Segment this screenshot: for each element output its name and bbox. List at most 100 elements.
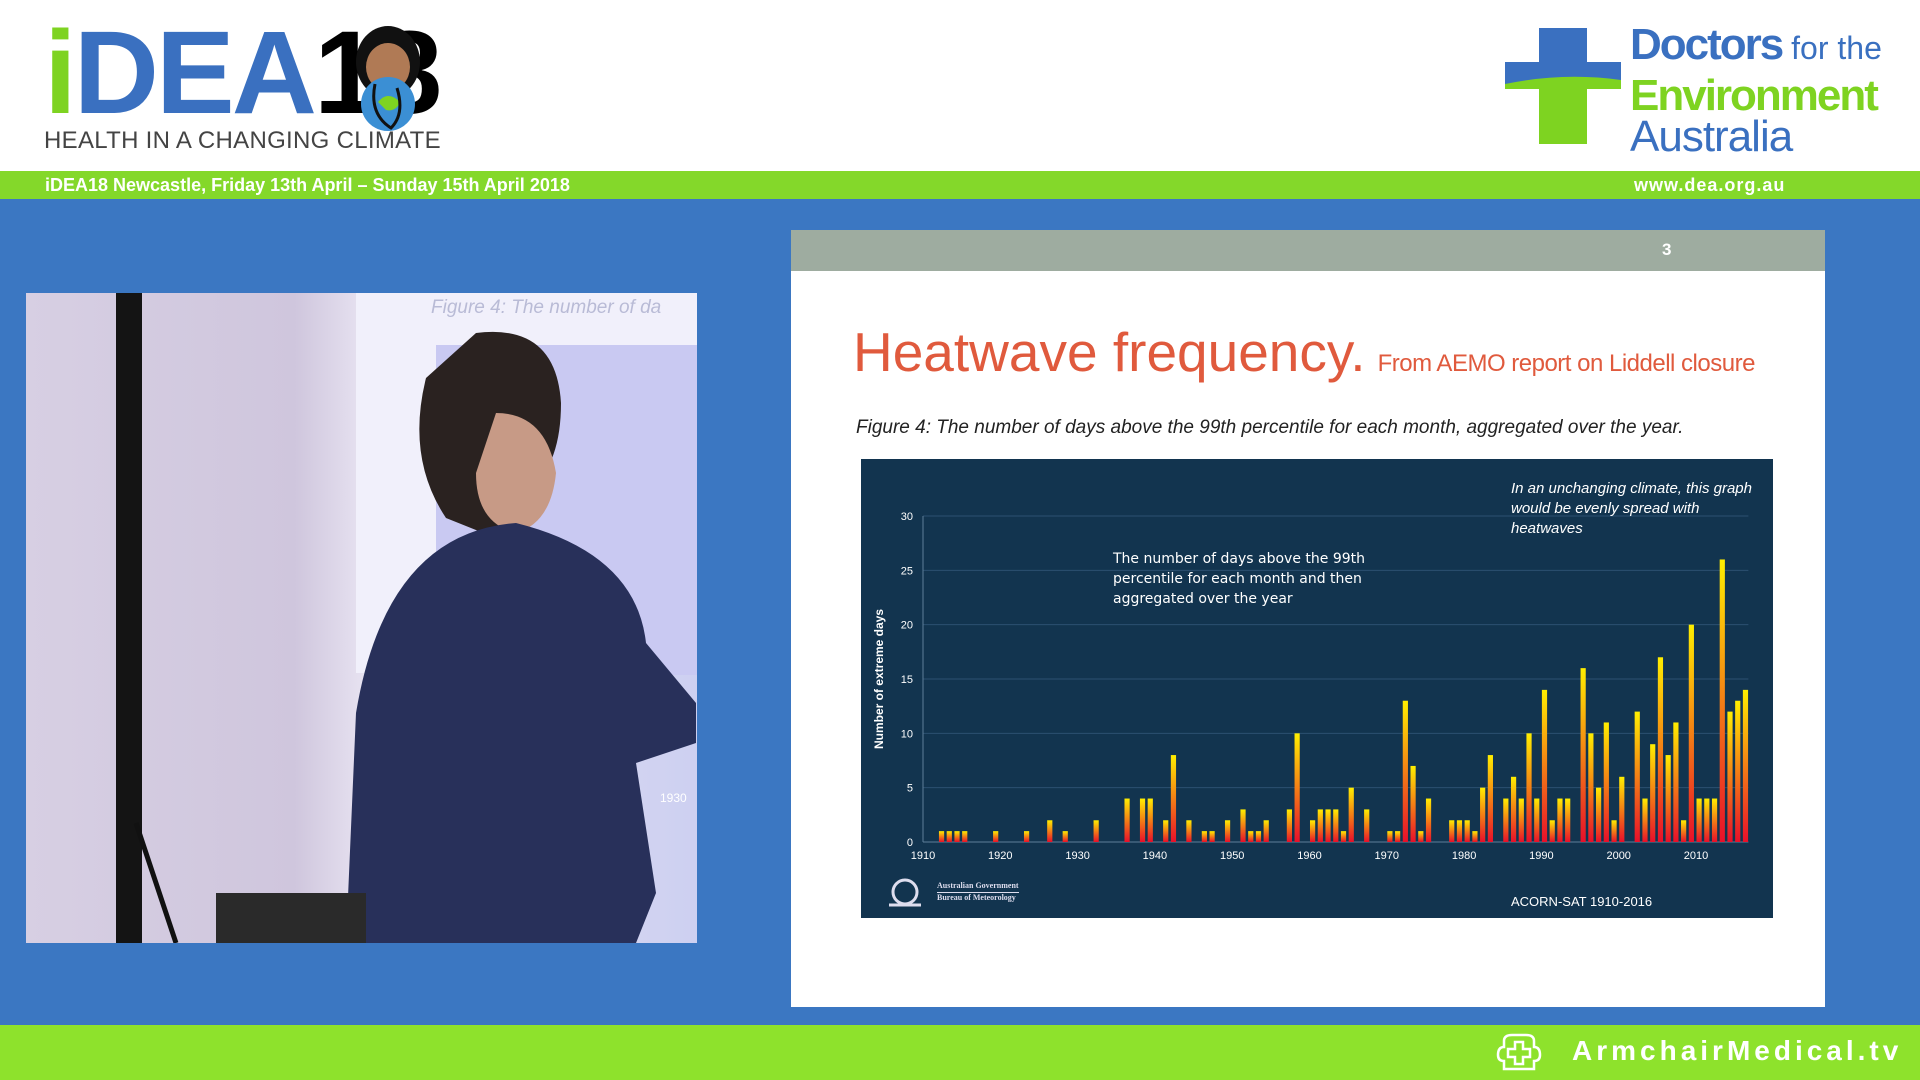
bar: [1410, 765, 1416, 842]
bar: [1565, 798, 1571, 842]
bar: [1425, 798, 1432, 842]
bar: [1170, 755, 1177, 842]
bar: [1688, 624, 1694, 842]
bar: [1634, 711, 1640, 842]
figure-caption: Figure 4: The number of days above the 9…: [856, 417, 1684, 438]
x-tick-label: 1940: [1143, 850, 1167, 862]
footer-brand: ArmchairMedical.tv: [1572, 1035, 1903, 1066]
bar: [1735, 700, 1741, 842]
bom-logo: Australian Government Bureau of Meteorol…: [883, 875, 1033, 909]
bar: [1549, 820, 1555, 842]
medical-cross-icon: [1505, 28, 1621, 144]
bar: [1580, 668, 1586, 842]
bar: [946, 831, 952, 842]
bar: [1317, 809, 1323, 842]
bar: [1588, 733, 1594, 842]
logo-dea: DEA: [73, 7, 317, 139]
y-tick-label: 20: [901, 620, 913, 632]
bar: [1665, 755, 1671, 842]
x-tick-label: 1930: [1065, 850, 1089, 862]
bar: [1023, 831, 1030, 842]
bar: [1348, 787, 1354, 842]
bar: [1464, 820, 1470, 842]
x-tick-label: 2010: [1684, 850, 1708, 862]
bar: [1603, 722, 1609, 842]
bar: [1402, 700, 1408, 842]
slide-number: 3: [1662, 240, 1672, 259]
x-tick-label: 1910: [911, 850, 935, 862]
bar: [1673, 722, 1679, 842]
slide-title-text: Heatwave frequency.: [853, 321, 1366, 383]
dea-australia: Australia: [1630, 112, 1793, 161]
x-tick-label: 1960: [1297, 850, 1321, 862]
chart-source: ACORN-SAT 1910-2016: [1511, 894, 1653, 909]
bom-logo-line2: Bureau of Meteorology: [937, 893, 1016, 902]
bar: [1387, 831, 1393, 842]
bar: [1611, 820, 1617, 842]
bar: [1093, 820, 1099, 842]
bar: [1681, 820, 1687, 842]
speaker-video: Figure 4: The number of da 1930: [26, 293, 697, 943]
bar: [1696, 798, 1702, 842]
bar: [1047, 820, 1053, 842]
bar: [1657, 657, 1664, 842]
event-info-bar: iDEA18 Newcastle, Friday 13th April – Su…: [0, 171, 1920, 199]
logo-tagline: HEALTH IN A CHANGING CLIMATE: [44, 127, 441, 154]
bar: [1294, 733, 1300, 842]
chart-annotation-definition: The number of days above the 99th percen…: [1113, 551, 1365, 607]
speaker-silhouette: [133, 331, 696, 943]
slide-title: Heatwave frequency. From AEMO report on L…: [853, 320, 1755, 384]
bar: [1395, 831, 1401, 842]
x-tick-label: 1970: [1375, 850, 1399, 862]
bar: [1596, 787, 1602, 842]
bar: [1224, 820, 1231, 842]
chart-annotation-climate: In an unchanging climate, this graph wou…: [1511, 480, 1752, 537]
bar: [1209, 831, 1215, 842]
y-tick-label: 10: [901, 728, 913, 740]
idea18-logo: iDEA18 HEALTH IN A CHANGING CLIMATE: [44, 14, 464, 158]
bar: [1309, 820, 1316, 842]
bar: [1534, 798, 1540, 842]
y-axis-label: Number of extreme days: [872, 609, 886, 749]
bar: [1364, 809, 1370, 842]
slide-header-bar: 3: [791, 230, 1825, 271]
y-tick-label: 30: [901, 511, 913, 523]
dea-for-the: for the: [1782, 30, 1882, 66]
bar: [1557, 798, 1563, 842]
bar: [1124, 798, 1130, 842]
y-tick-label: 0: [907, 837, 913, 849]
y-tick-label: 25: [901, 565, 913, 577]
coat-of-arms-icon: [889, 878, 921, 907]
dea-logo: Doctors for the Environment Australia: [1504, 23, 1904, 159]
bar: [1711, 798, 1718, 842]
projected-axis-label: 1930: [660, 791, 687, 805]
event-dates: iDEA18 Newcastle, Friday 13th April – Su…: [45, 175, 570, 195]
dea-doctors: Doctors: [1630, 20, 1784, 69]
bar: [1255, 831, 1262, 842]
bar: [1650, 744, 1656, 842]
bar: [1541, 689, 1548, 842]
bar: [1742, 689, 1749, 842]
presentation-slide: 3 Heatwave frequency. From AEMO report on…: [791, 230, 1825, 1007]
bar: [1240, 809, 1246, 842]
bar: [1619, 776, 1625, 842]
bar: [1186, 820, 1192, 842]
armchair-cross-icon: [1496, 1033, 1542, 1071]
bar: [1263, 820, 1269, 842]
doctor-globe-icon: [356, 26, 420, 131]
dea-environment: Environment: [1630, 71, 1879, 120]
heatwave-chart: Number of extreme days 0 5 10 15 20 25 30 1910 1…: [861, 459, 1773, 918]
website-link[interactable]: www.dea.org.au: [1634, 175, 1786, 195]
bar: [1325, 809, 1331, 842]
bar: [1062, 831, 1068, 842]
bar: [1418, 831, 1424, 842]
bar: [1449, 820, 1455, 842]
bar: [1456, 820, 1463, 842]
x-tick-label: 1950: [1220, 850, 1244, 862]
slide-subtitle: From AEMO report on Liddell closure: [1377, 350, 1756, 377]
logo-i: i: [44, 7, 77, 139]
bar: [1139, 798, 1146, 842]
bar: [1704, 798, 1710, 842]
bar: [1248, 831, 1254, 842]
bom-logo-line1: Australian Government: [937, 879, 1019, 893]
